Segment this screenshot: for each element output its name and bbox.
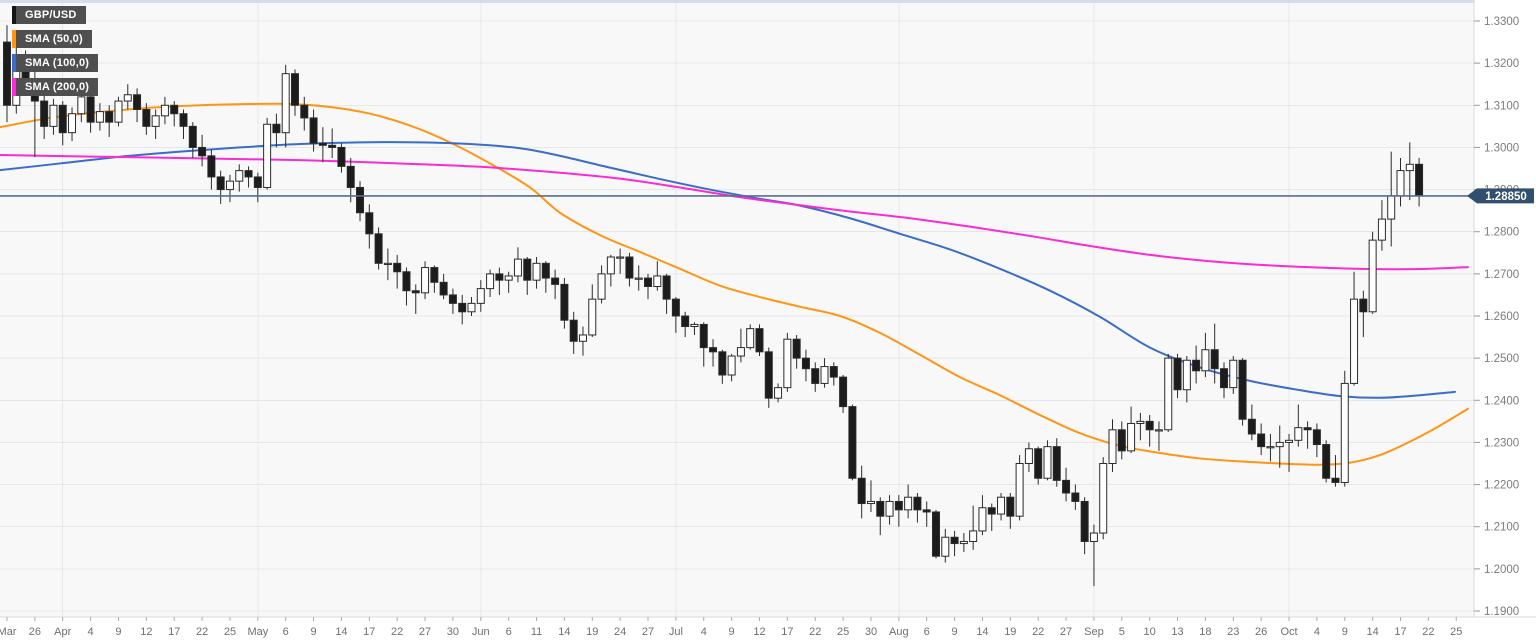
svg-text:25: 25: [837, 626, 849, 638]
legend-item-sma100[interactable]: SMA (100,0): [12, 54, 99, 72]
sma50-label: SMA (50,0): [16, 30, 92, 48]
svg-text:1.2500: 1.2500: [1484, 353, 1519, 365]
svg-text:22: 22: [391, 626, 403, 638]
svg-text:26: 26: [29, 626, 41, 638]
svg-text:19: 19: [1004, 626, 1016, 638]
svg-text:14: 14: [335, 626, 347, 638]
svg-text:1.3200: 1.3200: [1484, 58, 1519, 70]
plot-top-border: [0, 0, 1474, 3]
svg-text:6: 6: [924, 626, 930, 638]
svg-text:5: 5: [1119, 626, 1125, 638]
legend-item-sma200[interactable]: SMA (200,0): [12, 78, 99, 96]
svg-text:30: 30: [865, 626, 877, 638]
svg-text:1.3300: 1.3300: [1484, 16, 1519, 28]
svg-text:1.2400: 1.2400: [1484, 395, 1519, 407]
svg-text:12: 12: [753, 626, 765, 638]
svg-text:1.2300: 1.2300: [1484, 437, 1519, 449]
svg-text:19: 19: [586, 626, 598, 638]
sma50-color-bar-icon: [12, 30, 16, 48]
svg-text:1.28850: 1.28850: [1485, 191, 1527, 203]
sma100-label: SMA (100,0): [16, 54, 99, 72]
svg-text:4: 4: [88, 626, 94, 638]
svg-text:26: 26: [1255, 626, 1267, 638]
svg-text:14: 14: [1367, 626, 1379, 638]
svg-text:Mar: Mar: [0, 626, 17, 638]
svg-text:22: 22: [1422, 626, 1434, 638]
svg-text:17: 17: [781, 626, 793, 638]
svg-text:4: 4: [701, 626, 707, 638]
time-axis[interactable]: Mar 26 Apr 4 9 12 17 22 25 May 6 9 14 17 22 27 30 Jun 6 11 1…: [0, 617, 1462, 638]
svg-text:25: 25: [1450, 626, 1462, 638]
chart-legend: GBP/USD SMA (50,0) SMA (100,0) SMA (200,…: [12, 6, 99, 102]
svg-text:14: 14: [976, 626, 988, 638]
svg-text:22: 22: [809, 626, 821, 638]
svg-text:10: 10: [1144, 626, 1156, 638]
svg-text:1.2200: 1.2200: [1484, 480, 1519, 492]
svg-text:1.1900: 1.1900: [1484, 606, 1519, 618]
legend-symbol[interactable]: GBP/USD: [12, 6, 98, 24]
svg-text:17: 17: [1394, 626, 1406, 638]
svg-text:9: 9: [1342, 626, 1348, 638]
svg-text:Oct: Oct: [1280, 626, 1297, 638]
svg-text:Jul: Jul: [669, 626, 683, 638]
svg-text:27: 27: [419, 626, 431, 638]
last-price-tag: 1.28850: [1467, 188, 1534, 204]
svg-text:Aug: Aug: [889, 626, 909, 638]
svg-text:9: 9: [115, 626, 121, 638]
svg-text:24: 24: [614, 626, 626, 638]
svg-text:23: 23: [1227, 626, 1239, 638]
svg-text:9: 9: [311, 626, 317, 638]
svg-text:1.2800: 1.2800: [1484, 227, 1519, 239]
sma200-label: SMA (200,0): [16, 78, 99, 96]
svg-text:1.3100: 1.3100: [1484, 100, 1519, 112]
svg-text:4: 4: [1314, 626, 1320, 638]
sma-line-200: [0, 154, 1469, 271]
legend-item-sma50[interactable]: SMA (50,0): [12, 30, 98, 48]
svg-text:17: 17: [363, 626, 375, 638]
svg-text:1.2100: 1.2100: [1484, 522, 1519, 534]
svg-text:6: 6: [283, 626, 289, 638]
svg-text:27: 27: [1060, 626, 1072, 638]
svg-text:22: 22: [196, 626, 208, 638]
svg-text:Apr: Apr: [54, 626, 71, 638]
svg-text:1.2700: 1.2700: [1484, 269, 1519, 281]
svg-text:11: 11: [531, 626, 542, 638]
svg-text:22: 22: [1032, 626, 1044, 638]
svg-text:1.2000: 1.2000: [1484, 564, 1519, 576]
svg-text:Jun: Jun: [472, 626, 490, 638]
svg-text:27: 27: [642, 626, 654, 638]
svg-text:1.3000: 1.3000: [1484, 142, 1519, 154]
svg-text:6: 6: [506, 626, 512, 638]
svg-text:25: 25: [224, 626, 236, 638]
svg-text:May: May: [247, 626, 268, 638]
symbol-color-bar-icon: [12, 6, 16, 24]
svg-text:30: 30: [447, 626, 459, 638]
symbol-label: GBP/USD: [16, 6, 86, 24]
svg-text:14: 14: [558, 626, 570, 638]
svg-text:9: 9: [729, 626, 735, 638]
svg-text:18: 18: [1199, 626, 1211, 638]
sma100-color-bar-icon: [12, 54, 16, 72]
svg-text:17: 17: [168, 626, 180, 638]
svg-text:1.2600: 1.2600: [1484, 311, 1519, 323]
svg-text:Sep: Sep: [1084, 626, 1104, 638]
svg-text:13: 13: [1171, 626, 1183, 638]
sma200-color-bar-icon: [12, 78, 16, 96]
svg-text:9: 9: [952, 626, 958, 638]
svg-text:12: 12: [140, 626, 152, 638]
